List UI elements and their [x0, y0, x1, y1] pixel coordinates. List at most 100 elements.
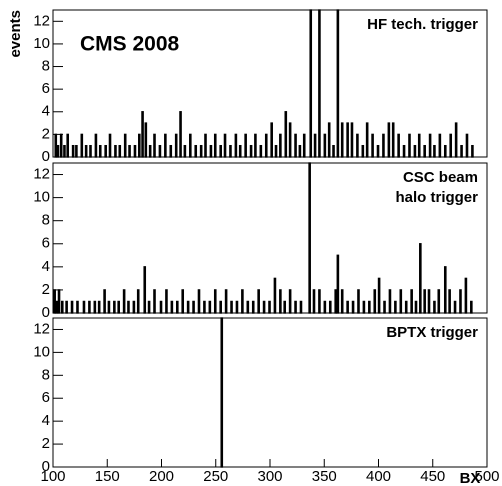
bar: [181, 289, 185, 314]
bar: [459, 289, 462, 314]
bar: [332, 144, 335, 158]
bar: [174, 133, 178, 158]
x-tick-label: 400: [366, 468, 391, 485]
bar: [346, 122, 349, 158]
bar: [118, 144, 122, 158]
bar: [453, 300, 457, 314]
bar: [288, 289, 292, 314]
bar: [408, 133, 411, 158]
bar: [209, 144, 213, 158]
bar: [402, 144, 406, 158]
bar: [246, 300, 250, 314]
bar: [153, 289, 156, 314]
bar: [138, 133, 141, 158]
bar: [427, 289, 431, 314]
bar: [340, 289, 344, 314]
bar: [373, 289, 377, 314]
bar: [376, 144, 380, 158]
bar: [365, 122, 369, 158]
bar: [383, 300, 386, 314]
bar: [413, 144, 417, 158]
bar: [219, 300, 222, 314]
bar: [264, 133, 268, 158]
y-tick-label: 6: [42, 235, 50, 252]
bar: [328, 300, 332, 314]
bar: [318, 9, 321, 158]
bar: [88, 300, 91, 314]
bar: [423, 144, 426, 158]
bar: [56, 144, 60, 158]
bar: [443, 266, 447, 314]
bar: [449, 133, 453, 158]
x-tick-label: 450: [420, 468, 445, 485]
bar: [229, 144, 232, 158]
bar: [186, 300, 190, 314]
bar: [194, 144, 198, 158]
bar: [65, 300, 68, 314]
bar: [127, 300, 130, 314]
y-tick-label: 4: [42, 103, 50, 120]
y-tick-label: 2: [42, 435, 50, 452]
bar: [410, 289, 413, 314]
bar: [254, 133, 257, 158]
bar: [388, 289, 392, 314]
x-tick-label: 100: [40, 468, 65, 485]
bar: [128, 144, 131, 158]
bar: [241, 289, 244, 314]
bar: [89, 144, 92, 158]
bar: [132, 300, 136, 314]
y-tick-label: 8: [42, 58, 50, 75]
panel-title: halo trigger: [395, 189, 478, 206]
annotation: CMS 2008: [80, 33, 180, 56]
bar: [148, 144, 152, 158]
bar: [80, 133, 84, 158]
panel-title: HF tech. trigger: [367, 16, 478, 33]
bar: [417, 133, 421, 158]
bar: [175, 300, 179, 314]
y-tick-label: 0: [42, 148, 50, 165]
bar: [433, 144, 436, 158]
bar: [299, 300, 303, 314]
bar: [334, 289, 338, 314]
bar: [60, 300, 64, 314]
bar: [235, 300, 239, 314]
bar: [107, 300, 111, 314]
bar: [204, 133, 207, 158]
bar: [189, 133, 192, 158]
bar: [113, 300, 116, 314]
bar: [94, 133, 98, 158]
bar: [251, 300, 255, 314]
bar: [169, 144, 173, 158]
y-axis-label: events: [7, 10, 24, 58]
panel-title: CSC beam: [403, 169, 478, 186]
bar: [123, 133, 127, 158]
bar: [433, 300, 436, 314]
y-tick-label: 12: [33, 320, 50, 337]
x-tick-label: 250: [203, 468, 228, 485]
x-tick-label: 300: [257, 468, 282, 485]
bar: [298, 144, 302, 158]
bar: [93, 300, 97, 314]
bar: [213, 133, 217, 158]
bar: [183, 144, 187, 158]
bar: [465, 133, 469, 158]
bar: [159, 300, 163, 314]
bar: [165, 289, 168, 314]
bar: [336, 254, 340, 314]
y-tick-label: 10: [33, 35, 50, 52]
bar: [448, 289, 451, 314]
bar: [144, 122, 148, 158]
bar: [404, 300, 408, 314]
bar: [147, 300, 151, 314]
bar: [82, 300, 86, 314]
bar: [53, 289, 56, 314]
bar: [419, 243, 422, 314]
bar: [230, 300, 233, 314]
bar: [273, 277, 277, 314]
bar: [437, 289, 441, 314]
bar: [283, 300, 287, 314]
bar: [98, 144, 102, 158]
bar: [220, 317, 224, 468]
bar: [274, 144, 278, 158]
y-tick-label: 6: [42, 80, 50, 97]
